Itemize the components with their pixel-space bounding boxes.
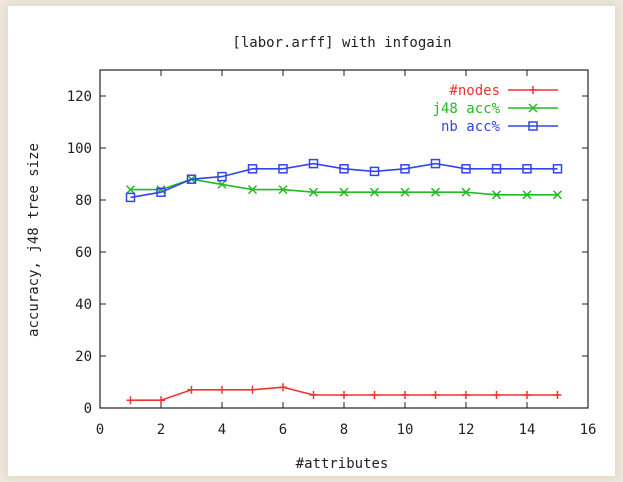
data-point-nb-acc [400, 164, 410, 174]
x-tick-label: 10 [397, 422, 414, 438]
legend-label-j48-acc: j48 acc% [433, 101, 501, 117]
data-point-nb-acc [156, 187, 166, 197]
x-tick-label: 16 [580, 422, 597, 438]
data-point-nb-acc [308, 158, 319, 169]
data-point-nodes [523, 391, 531, 399]
data-point-nodes [401, 391, 409, 399]
x-tick-label: 14 [519, 422, 536, 438]
data-point-j48-acc [278, 185, 288, 195]
chart-title: [labor.arff] with infogain [232, 35, 451, 51]
y-tick-label: 40 [75, 297, 92, 313]
x-tick-label: 0 [96, 422, 104, 438]
data-point-nodes [157, 396, 165, 405]
data-point-nodes [279, 383, 287, 392]
x-tick-label: 6 [279, 422, 287, 438]
data-point-nb-acc [247, 164, 258, 174]
data-point-j48-acc [461, 187, 471, 197]
data-point-nodes [187, 385, 196, 394]
data-point-nb-acc [339, 164, 349, 174]
data-point-j48-acc [308, 187, 319, 197]
data-point-nb-acc [491, 164, 502, 174]
y-tick-label: 80 [75, 193, 92, 209]
data-point-nodes [126, 396, 135, 405]
legend-marker-nodes [529, 86, 537, 94]
data-point-j48-acc [552, 190, 563, 200]
data-point-nodes [340, 391, 348, 399]
data-point-nodes [218, 385, 226, 394]
data-point-nodes [553, 391, 562, 399]
data-point-nb-acc [522, 164, 532, 174]
y-tick-label: 20 [75, 349, 92, 365]
x-tick-label: 2 [157, 422, 165, 438]
data-point-nodes [309, 391, 318, 399]
x-tick-label: 8 [340, 422, 348, 438]
data-point-nodes [431, 391, 440, 399]
data-point-nb-acc [278, 164, 288, 174]
y-tick-label: 100 [67, 141, 92, 157]
y-tick-label: 0 [84, 401, 92, 417]
y-tick-label: 120 [67, 89, 92, 105]
data-point-j48-acc [247, 185, 258, 195]
data-point-j48-acc [125, 185, 136, 195]
data-point-nodes [462, 391, 470, 399]
data-point-nb-acc [369, 166, 380, 177]
legend-marker-nb-acc [528, 121, 538, 131]
data-point-nb-acc [552, 164, 563, 174]
data-point-j48-acc [217, 179, 227, 189]
data-point-j48-acc [369, 187, 380, 197]
data-point-nb-acc [217, 171, 227, 182]
data-point-nb-acc [461, 164, 471, 174]
x-tick-label: 12 [458, 422, 475, 438]
legend-label-nodes: #nodes [449, 83, 500, 99]
series-line-nb-acc [130, 162, 558, 199]
data-point-nb-acc [125, 192, 136, 203]
data-point-nodes [370, 391, 379, 399]
data-point-j48-acc [430, 187, 441, 197]
y-axis-title: accuracy, j48 tree size [26, 143, 42, 337]
legend-label-nb-acc: nb acc% [441, 119, 501, 135]
legend-marker-j48-acc [528, 103, 538, 113]
y-tick-label: 60 [75, 245, 92, 261]
chart-card [8, 6, 615, 476]
data-point-j48-acc [339, 187, 349, 197]
plot-frame [99, 69, 589, 409]
data-point-j48-acc [491, 190, 502, 200]
x-tick-label: 4 [218, 422, 226, 438]
data-point-j48-acc [400, 187, 410, 197]
x-axis-title: #attributes [296, 456, 389, 472]
data-point-nodes [248, 385, 257, 394]
data-point-nb-acc [186, 174, 197, 184]
data-point-j48-acc [522, 190, 532, 200]
data-point-nodes [492, 391, 501, 399]
data-point-nb-acc [430, 158, 441, 169]
